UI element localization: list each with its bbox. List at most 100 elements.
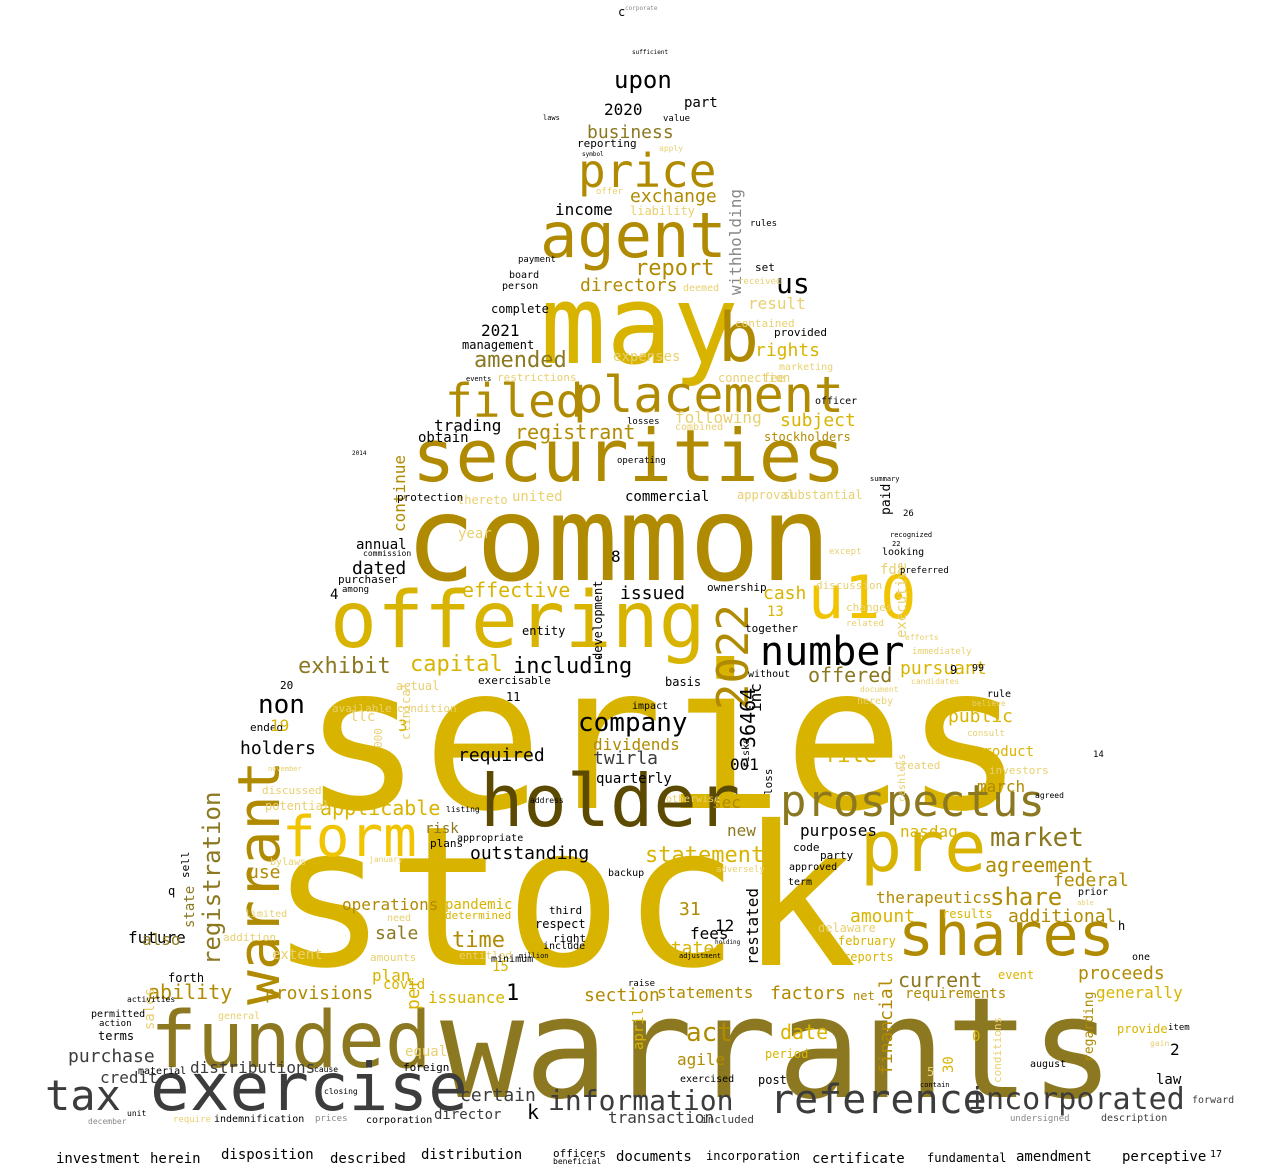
word-net: net — [853, 989, 875, 1003]
word-stockholders: stockholders — [764, 430, 851, 444]
word-000: 000 — [372, 728, 385, 748]
word-recognized: recognized — [890, 531, 933, 539]
word-loss: loss — [762, 768, 775, 796]
word-forward: forward — [1192, 1095, 1235, 1106]
word-delaware: delaware — [818, 921, 876, 935]
word-general: general — [218, 1011, 261, 1022]
word-state: state — [182, 885, 198, 928]
word-31: 31 — [679, 899, 701, 920]
word-potential: potential — [265, 799, 331, 813]
word-january: january — [369, 855, 403, 864]
word-offered: offered — [808, 663, 893, 687]
word-agent: agent — [540, 199, 727, 272]
word-paid: paid — [879, 483, 894, 515]
word-cash: cash — [763, 583, 807, 604]
word-approved: approved — [789, 862, 838, 873]
word-public: public — [948, 706, 1014, 727]
word-quarterly: quarterly — [596, 771, 672, 787]
word-2021: 2021 — [481, 321, 520, 340]
word-subject: subject — [780, 410, 856, 431]
word-event: event — [998, 968, 1035, 982]
word-plan: plan — [372, 966, 411, 985]
word-incorporated: incorporated — [968, 1082, 1185, 1117]
word-purposes: purposes — [800, 821, 878, 840]
word-losses: losses — [627, 417, 660, 427]
word-apply: apply — [659, 144, 684, 153]
word-provided: provided — [774, 326, 827, 339]
word-20: 20 — [280, 679, 294, 692]
word-company: company — [578, 708, 688, 738]
word-states: states — [660, 938, 726, 959]
word-annual: annual — [356, 537, 407, 553]
word-risk: risk — [425, 821, 459, 837]
word-cause: cause — [314, 1065, 339, 1074]
word-unit: unit — [127, 1109, 147, 1118]
word-description: description — [1101, 1113, 1168, 1124]
word-material: material — [138, 1066, 187, 1077]
word-action: action — [99, 1019, 132, 1029]
word-condition: condition — [397, 702, 457, 715]
word-among: among — [342, 585, 370, 595]
word-pandemic: pandemic — [445, 897, 513, 913]
word-development: development — [591, 580, 605, 660]
word-substantial: substantial — [783, 488, 863, 502]
word-incorporation: incorporation — [706, 1149, 800, 1163]
word-director: director — [434, 1107, 502, 1123]
word-extent: extent — [272, 947, 323, 963]
word-code: code — [793, 841, 820, 854]
word-law: law — [1156, 1072, 1182, 1088]
word-permitted: permitted — [91, 1009, 146, 1020]
word-person: person — [502, 281, 539, 292]
word-use: use — [248, 862, 281, 883]
word-reports: reports — [843, 950, 894, 964]
word-period: period — [765, 1047, 809, 1061]
word-prior: prior — [1078, 887, 1109, 898]
word-expenses: expenses — [613, 349, 681, 365]
word-operating: operating — [617, 456, 666, 466]
word-result: result — [748, 294, 806, 313]
word-securities: securities — [412, 414, 846, 498]
word-commercial: commercial — [625, 489, 710, 505]
word-right: right — [553, 932, 587, 945]
word-dividends: dividends — [593, 735, 680, 754]
word-sec: sec — [712, 793, 741, 812]
word-entity: entity — [522, 624, 566, 638]
word-amended: amended — [474, 348, 567, 373]
word-symbol: symbol — [582, 151, 604, 158]
word-equal: equal — [405, 1044, 448, 1060]
word-corporate: corporate — [625, 5, 658, 12]
word-herein: herein — [150, 1151, 201, 1167]
word-documents: documents — [616, 1149, 692, 1165]
word-tax: tax — [45, 1071, 121, 1120]
word-events: events — [466, 375, 492, 383]
word-basis: basis — [665, 675, 702, 689]
word-address: address — [530, 796, 564, 805]
word-following: following — [675, 408, 762, 427]
word-current: current — [898, 968, 983, 992]
word-rule: rule — [987, 689, 1012, 700]
word-undersigned: undersigned — [1010, 1114, 1070, 1124]
word-1: 1 — [506, 981, 520, 1006]
word-product: product — [975, 744, 1035, 760]
word-reference: reference — [770, 1077, 987, 1123]
word-u10: u10 — [808, 563, 917, 633]
word-fda: fda — [880, 562, 906, 578]
word-together: together — [745, 622, 798, 635]
word-limited: limited — [245, 909, 288, 920]
word-b: b — [718, 299, 759, 378]
word-respect: respect — [535, 917, 586, 931]
word-5: 5 — [927, 1065, 935, 1079]
word-need: need — [387, 913, 412, 924]
word-plans: plans — [430, 837, 464, 850]
word-board: board — [509, 270, 540, 281]
word-may: may — [540, 261, 739, 389]
word-summary: summary — [870, 475, 900, 483]
word-factors: factors — [770, 983, 846, 1004]
word-capital: capital — [410, 652, 503, 677]
word-liability: liability — [630, 204, 696, 218]
word-sale: sale — [375, 923, 419, 944]
word-efforts: efforts — [905, 633, 939, 642]
word-k: k — [527, 1100, 540, 1124]
word-connection: connection — [718, 371, 791, 385]
word-related: related — [846, 619, 884, 629]
